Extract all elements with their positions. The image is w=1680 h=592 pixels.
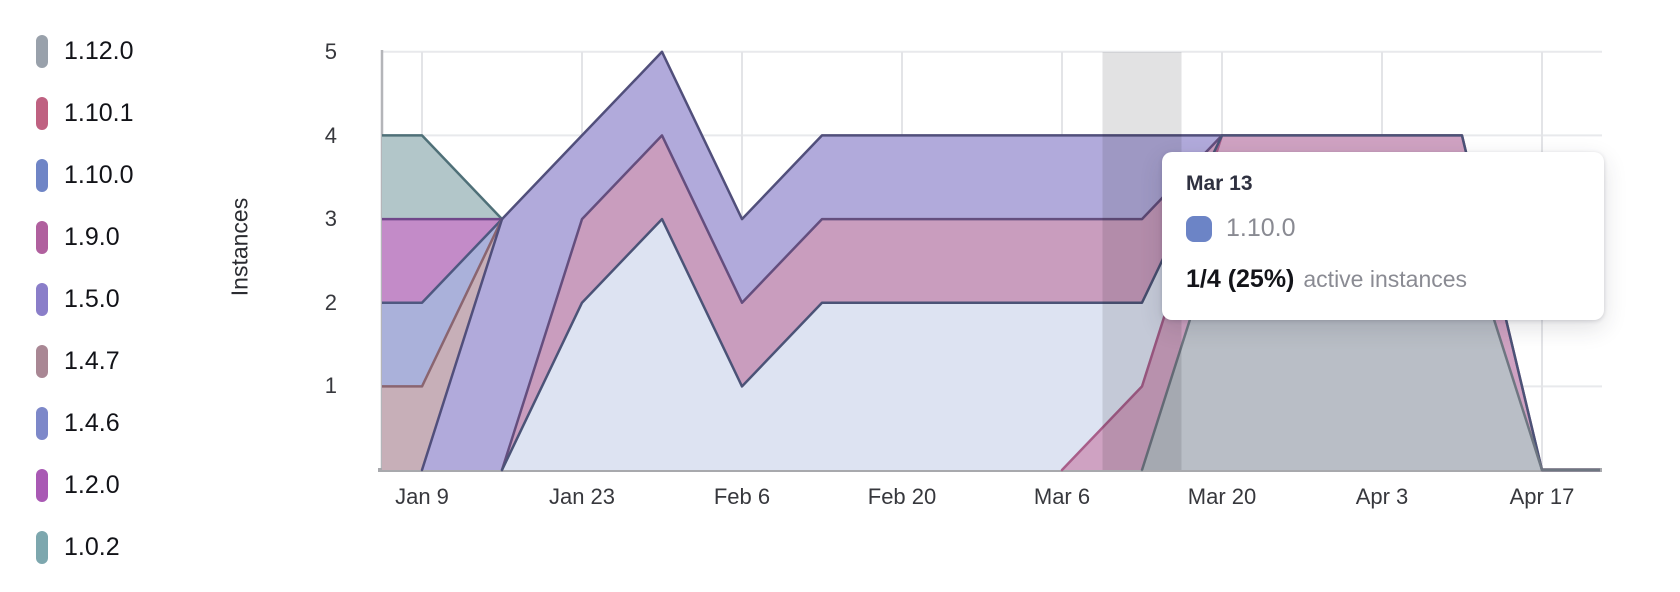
legend-label: 1.0.2 — [64, 533, 120, 561]
x-tick-apr-3: Apr 3 — [1355, 484, 1409, 509]
legend-label: 1.12.0 — [64, 37, 134, 65]
x-tick-feb-20: Feb 20 — [867, 484, 937, 509]
tooltip-series-row: 1.10.0 — [1186, 214, 1580, 243]
legend-swatch-icon — [36, 220, 48, 254]
legend-item-1-10-0[interactable]: 1.10.0 — [0, 158, 220, 192]
legend-swatch-icon — [36, 530, 48, 564]
legend-label: 1.4.7 — [64, 347, 120, 375]
y-tick-4: 4 — [324, 123, 337, 148]
legend-swatch-icon — [36, 468, 48, 502]
legend-swatch-icon — [36, 96, 48, 130]
legend-item-1-4-6[interactable]: 1.4.6 — [0, 406, 220, 440]
x-tick-feb-6: Feb 6 — [713, 484, 771, 509]
legend-swatch-icon — [36, 344, 48, 378]
x-tick-jan-23: Jan 23 — [548, 484, 616, 509]
legend-label: 1.10.1 — [64, 99, 134, 127]
legend-swatch-icon — [36, 406, 48, 440]
y-tick-2: 2 — [324, 290, 337, 315]
y-tick-1: 1 — [324, 373, 337, 398]
tooltip-caption: active instances — [1303, 266, 1468, 292]
tooltip-value: 1/4 (25%) — [1186, 265, 1295, 293]
legend-item-1-0-2[interactable]: 1.0.2 — [0, 530, 220, 564]
legend-item-1-9-0[interactable]: 1.9.0 — [0, 220, 220, 254]
x-tick-jan-9: Jan 9 — [395, 484, 449, 509]
series-swatch-icon — [1186, 215, 1212, 242]
legend-label: 1.10.0 — [64, 161, 134, 189]
legend-item-1-2-0[interactable]: 1.2.0 — [0, 468, 220, 502]
version-legend: 1.12.0 1.10.1 1.10.0 1.9.0 1.5.0 1.4.7 1… — [0, 34, 220, 592]
y-tick-3: 3 — [324, 206, 337, 231]
legend-label: 1.2.0 — [64, 471, 120, 499]
y-tick-5: 5 — [324, 39, 337, 64]
legend-item-1-4-7[interactable]: 1.4.7 — [0, 344, 220, 378]
tooltip-date: Mar 13 — [1186, 172, 1253, 195]
x-tick-mar-6: Mar 6 — [1033, 484, 1091, 509]
legend-swatch-icon — [36, 158, 48, 192]
tooltip-series-name: 1.10.0 — [1226, 214, 1296, 242]
chart-tooltip: Mar 13 1.10.0 1/4 (25%) active instances — [1162, 152, 1604, 320]
tooltip-stats: 1/4 (25%) active instances — [1186, 265, 1580, 294]
x-tick-apr-17: Apr 17 — [1509, 484, 1575, 509]
x-tick-mar-20: Mar 20 — [1187, 484, 1257, 509]
legend-label: 1.9.0 — [64, 223, 120, 251]
legend-label: 1.5.0 — [64, 285, 120, 313]
legend-swatch-icon — [36, 282, 48, 316]
legend-item-1-10-1[interactable]: 1.10.1 — [0, 96, 220, 130]
legend-label: 1.4.6 — [64, 409, 120, 437]
legend-item-1-5-0[interactable]: 1.5.0 — [0, 282, 220, 316]
legend-item-1-12-0[interactable]: 1.12.0 — [0, 34, 220, 68]
legend-swatch-icon — [36, 34, 48, 68]
